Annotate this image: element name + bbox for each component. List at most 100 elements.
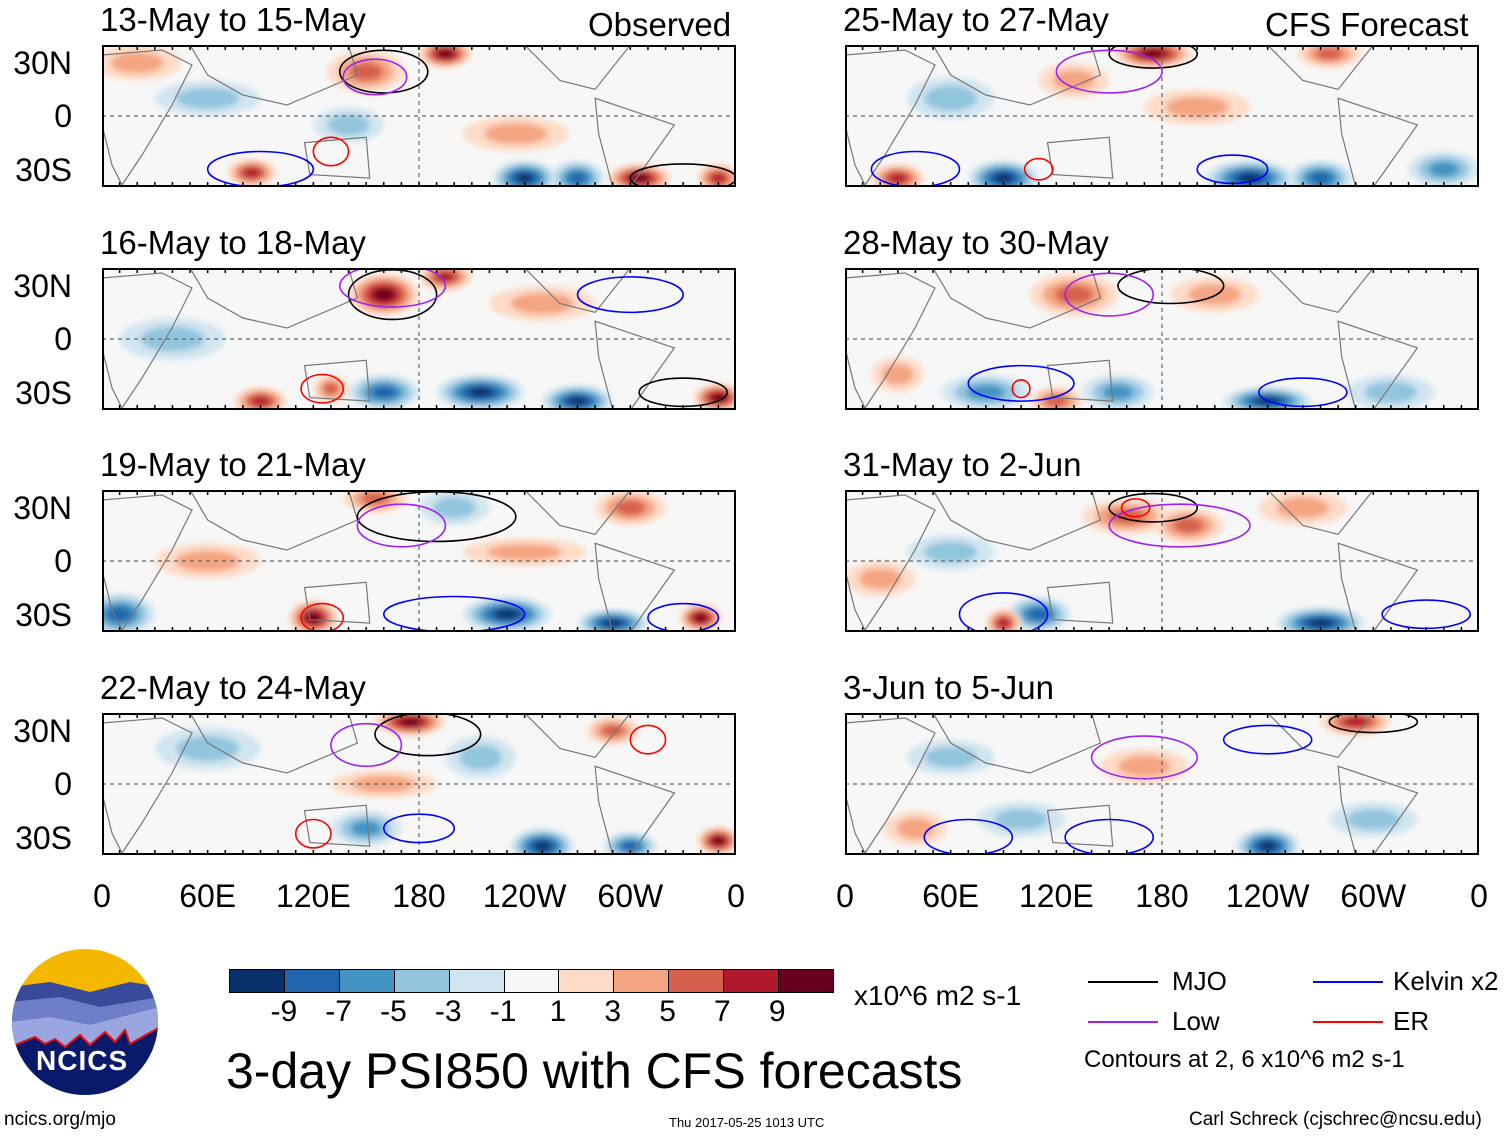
anomaly-region [1102,384,1134,400]
kelvin-contour [958,592,1049,632]
latitude-label: 0 [54,766,72,802]
coastline [594,542,676,632]
latitude-label: 0 [54,543,72,579]
kelvin-contour [870,150,961,187]
legend-er-label: ER [1393,1006,1430,1036]
anomaly-region [994,808,1048,831]
colorbar-tick-label: 7 [714,995,731,1028]
anomaly-region [243,168,260,178]
low-contour [1090,735,1199,780]
anomaly-region [1052,69,1096,92]
anomaly-region [533,841,551,851]
anomaly-region [568,172,587,185]
anomaly-region [1309,172,1332,185]
longitude-label: 0 [1470,878,1488,914]
panel-title: 31-May to 2-Jun [843,446,1082,483]
anomaly-region [1308,618,1333,628]
anomaly-region [374,288,394,301]
legend-mjo-label: MJO [1172,966,1227,996]
latitude-label: 30N [13,45,72,81]
anomaly-region [495,609,520,620]
low-contour [342,58,408,96]
coastline [1046,804,1114,847]
kelvin-contour [382,595,526,632]
coastline [845,49,936,187]
coastline [1266,490,1375,536]
anomaly-region [175,87,240,109]
anomaly-region [110,52,164,74]
anomaly-region [889,173,907,183]
coastline [303,804,371,847]
coastline [594,320,676,410]
anomaly-region [459,744,502,771]
coastline [303,136,371,179]
er-contour [1120,498,1151,518]
er-contour [312,136,350,167]
coastline [1337,320,1419,410]
anomaly-region [1364,381,1418,403]
coastline [523,45,632,91]
low-contour [1055,49,1163,94]
anomaly-region [251,396,270,406]
longitude-label: 120W [1225,878,1310,914]
map-panel [845,490,1479,632]
mjo-contour [1108,45,1199,69]
anomaly-region [1343,717,1368,727]
coastline [102,49,193,187]
footer-url[interactable]: ncics.org/mjo [4,1109,116,1130]
mjo-contour [338,49,429,94]
coastline [1337,542,1419,632]
colorbar [229,969,834,993]
legend-mjo-line [1088,981,1158,983]
coastline [189,45,359,106]
anomaly-region [1173,517,1204,534]
mjo-contour [1117,268,1225,305]
longitude-label: 0 [836,878,854,914]
colorbar-units: x10^6 m2 s-1 [854,980,1022,1011]
coastline [845,494,936,632]
colorbar-swatch [723,970,779,992]
latitude-label: 30N [13,713,72,749]
low-contour [1108,503,1251,548]
coastline [932,490,1102,551]
longitude-label: 60W [597,878,664,914]
anomaly-region [351,820,382,836]
figure-title: 3-day PSI850 with CFS forecasts [226,1043,963,1099]
anomaly-region [372,386,396,399]
longitude-label: 0 [93,878,111,914]
anomaly-region [859,568,902,590]
map-panel [845,45,1479,187]
legend-er-line [1313,1021,1383,1023]
anomaly-region [993,173,1014,183]
anomaly-region [438,50,453,58]
legend-low-label: Low [1172,1006,1220,1036]
er-contour [300,602,345,632]
forecast-header: CFS Forecast [1265,6,1469,43]
coastline [1266,713,1375,759]
map-panel [845,268,1479,410]
colorbar-tick-label: -1 [489,995,517,1028]
coastline [102,272,193,410]
anomaly-region [1428,161,1459,177]
colorbar-tick-label: -3 [434,995,462,1028]
coastline [189,268,359,329]
coastline [523,268,632,314]
legend-low-line [1088,1021,1158,1023]
anomaly-region [327,114,370,136]
colorbar-tick-label: -5 [380,995,407,1028]
footer-author: Carl Schreck (cjschrec@ncsu.edu) [1189,1109,1482,1130]
kelvin-contour [1222,724,1313,755]
kelvin-contour [576,276,684,314]
map-panel [102,490,736,632]
coastline [1337,97,1419,187]
kelvin-contour [206,150,315,187]
coastline [303,581,371,624]
panel-title: 28-May to 30-May [843,224,1109,261]
anomaly-region [516,173,534,183]
latitude-label: 0 [54,98,72,134]
anomaly-region [1142,50,1164,58]
coastline [523,713,632,759]
colorbar-swatch [338,970,394,992]
anomaly-region [468,387,493,398]
mjo-contour [374,713,482,757]
